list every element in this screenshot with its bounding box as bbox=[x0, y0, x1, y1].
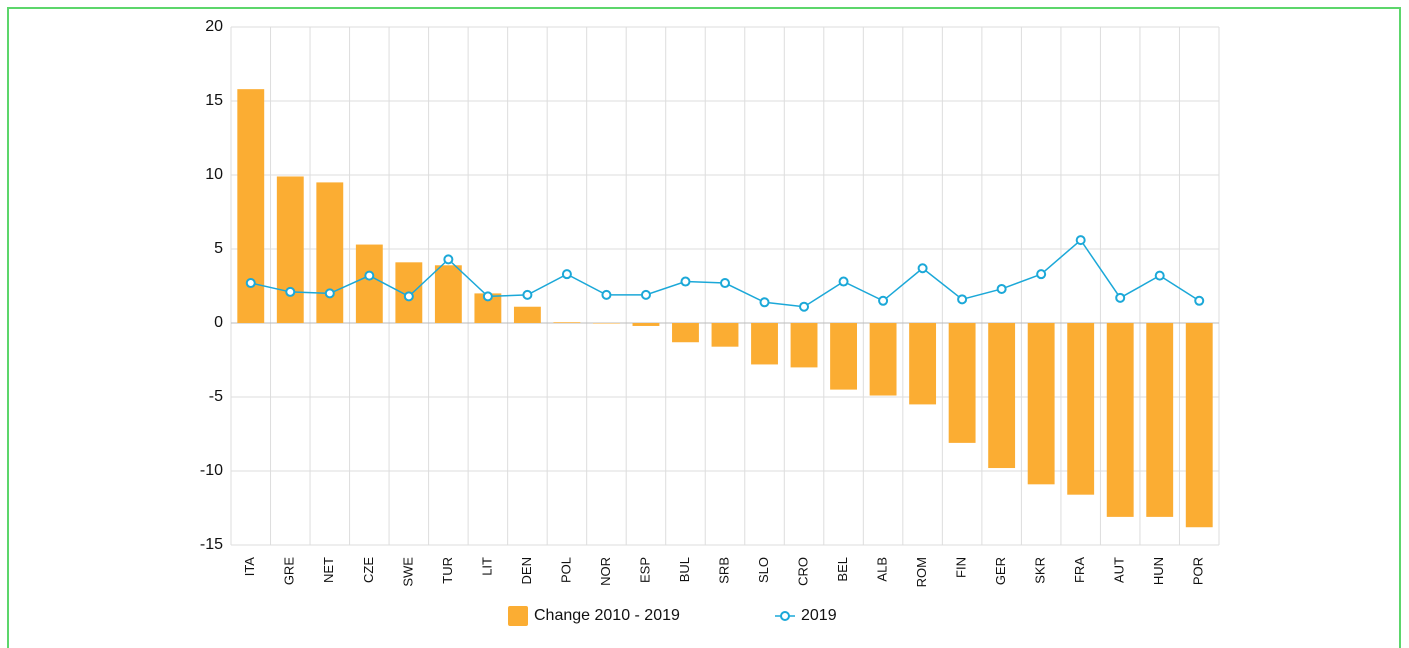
line-marker bbox=[482, 291, 493, 302]
x-tick-label: BUL bbox=[677, 557, 692, 582]
x-tick-label: ALB bbox=[875, 557, 890, 582]
x-tick-label: TUR bbox=[440, 557, 455, 584]
bar bbox=[672, 323, 699, 343]
bar bbox=[1106, 323, 1134, 517]
line-marker bbox=[759, 297, 770, 308]
y-tick-label: 5 bbox=[214, 240, 223, 257]
x-tick-label: FRA bbox=[1072, 557, 1087, 583]
line-marker bbox=[996, 283, 1007, 294]
bar bbox=[711, 323, 739, 347]
bar bbox=[553, 322, 581, 323]
y-tick-label: -5 bbox=[209, 388, 223, 405]
x-tick-label: POR bbox=[1191, 557, 1206, 585]
x-tick-label: POL bbox=[558, 557, 573, 583]
y-tick-label: -15 bbox=[200, 536, 223, 553]
line-marker bbox=[285, 286, 296, 297]
bar bbox=[790, 323, 818, 368]
bar bbox=[830, 323, 857, 390]
line bbox=[250, 239, 1200, 308]
x-tick-label: NOR bbox=[598, 557, 613, 586]
bar bbox=[1185, 323, 1213, 528]
y-tick-label: -10 bbox=[200, 462, 223, 479]
line-marker bbox=[561, 269, 572, 280]
x-tick-label: ESP bbox=[637, 557, 652, 583]
line-marker bbox=[522, 289, 533, 300]
line-marker bbox=[1115, 292, 1126, 303]
line-marker bbox=[917, 263, 928, 274]
x-tick-label: SRB bbox=[716, 557, 731, 584]
y-tick-label: 15 bbox=[205, 92, 223, 109]
bar bbox=[869, 323, 897, 396]
legend-marker bbox=[780, 611, 790, 621]
x-tick-label: ITA bbox=[242, 557, 257, 577]
y-tick-label: 10 bbox=[205, 166, 223, 183]
line-marker bbox=[878, 295, 889, 306]
line-marker bbox=[720, 278, 730, 289]
legend-label: Change 2010 - 2019 bbox=[534, 607, 680, 624]
line-marker bbox=[680, 276, 691, 287]
bar bbox=[751, 323, 778, 365]
x-tick-label: SKR bbox=[1033, 557, 1048, 584]
line-marker bbox=[1036, 269, 1047, 280]
bar bbox=[909, 323, 937, 405]
x-tick-label: GRE bbox=[282, 557, 297, 586]
y-tick-label: 20 bbox=[205, 18, 223, 35]
line-marker bbox=[324, 288, 335, 299]
bar bbox=[1027, 323, 1055, 485]
bar bbox=[316, 182, 344, 323]
line-marker bbox=[957, 294, 968, 305]
x-tick-label: AUT bbox=[1112, 557, 1127, 583]
line-marker bbox=[403, 291, 414, 302]
bar bbox=[632, 323, 660, 326]
line-marker bbox=[1075, 235, 1086, 246]
frame bbox=[7, 7, 1401, 648]
x-tick-label: SLO bbox=[756, 557, 771, 583]
line-marker bbox=[245, 278, 256, 289]
bar bbox=[988, 323, 1016, 469]
bar bbox=[434, 265, 462, 323]
line-marker bbox=[364, 270, 375, 281]
line-marker bbox=[1154, 270, 1165, 281]
line-marker bbox=[799, 301, 810, 312]
x-tick-label: CZE bbox=[361, 557, 376, 583]
x-tick-label: GER bbox=[993, 557, 1008, 585]
x-tick-label: SWE bbox=[400, 557, 415, 587]
x-tick-label: FIN bbox=[954, 557, 969, 578]
line-marker bbox=[640, 289, 651, 300]
bar bbox=[276, 176, 304, 323]
line-marker bbox=[601, 289, 612, 300]
bar bbox=[948, 323, 976, 443]
legend-label: 2019 bbox=[801, 607, 837, 624]
x-tick-label: LIT bbox=[479, 557, 494, 576]
bar bbox=[1146, 323, 1174, 517]
line-marker bbox=[838, 276, 849, 287]
bar bbox=[593, 323, 620, 324]
x-tick-label: DEN bbox=[519, 557, 534, 584]
x-tick-label: ROM bbox=[914, 557, 929, 587]
x-tick-label: NET bbox=[321, 557, 336, 583]
x-tick-label: HUN bbox=[1151, 557, 1166, 585]
bar bbox=[513, 306, 541, 323]
legend-swatch bbox=[508, 606, 528, 626]
y-tick-label: 0 bbox=[214, 314, 223, 331]
bar bbox=[355, 244, 383, 323]
line-marker bbox=[1194, 295, 1205, 306]
x-tick-label: CRO bbox=[795, 557, 810, 586]
line-marker bbox=[443, 254, 454, 265]
x-tick-label: BEL bbox=[835, 557, 850, 582]
bar bbox=[1067, 323, 1095, 495]
